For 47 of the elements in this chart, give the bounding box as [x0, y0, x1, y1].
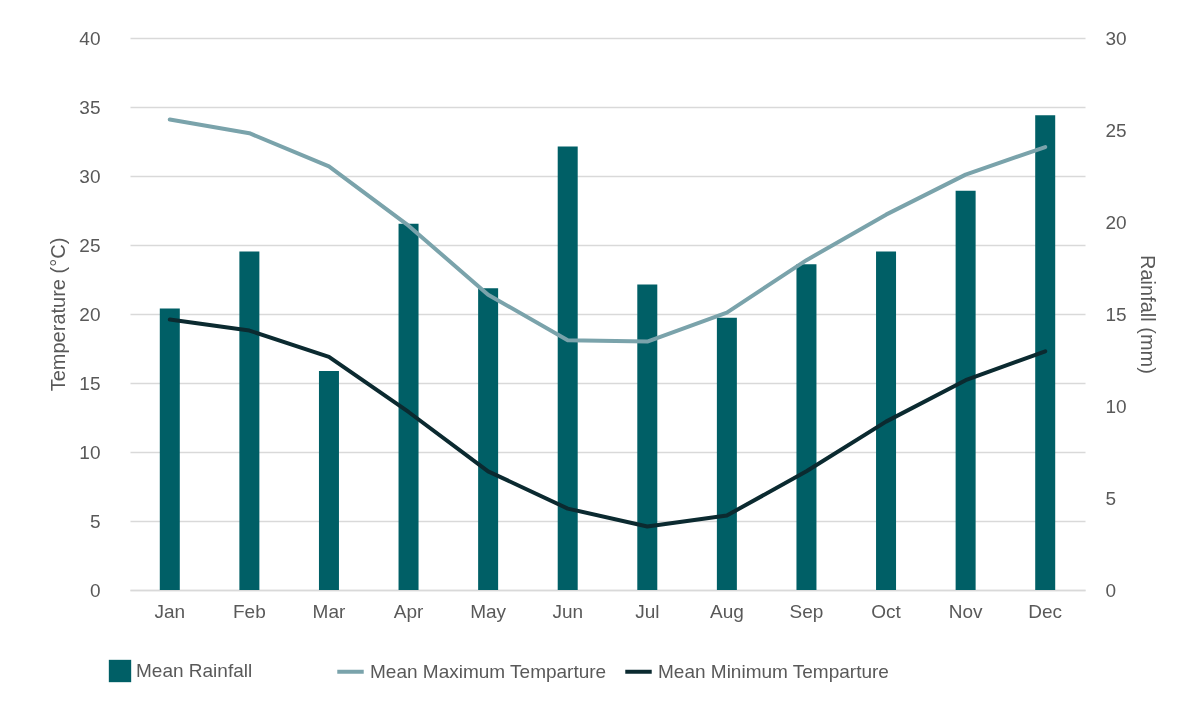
y2-tick-label: 25 — [1105, 119, 1127, 141]
x-tick-label: Jun — [552, 600, 584, 622]
x-tick-label: Apr — [393, 600, 424, 622]
bar — [478, 288, 499, 590]
y-tick-label: 30 — [79, 165, 101, 187]
x-tick-label: Jul — [635, 600, 660, 622]
bar — [876, 251, 897, 590]
y-tick-label: 20 — [79, 303, 101, 325]
y2-tick-label: 5 — [1105, 487, 1117, 509]
y-tick-label: 35 — [79, 96, 101, 118]
x-tick-label: Jan — [154, 600, 186, 622]
bar — [318, 371, 339, 590]
bar — [398, 223, 419, 590]
bar — [716, 317, 737, 590]
x-tick-label: Feb — [233, 600, 266, 622]
bar — [159, 308, 180, 590]
legend-label: Mean Maximum Temparture — [370, 660, 607, 682]
y-tick-label: 25 — [79, 234, 101, 256]
y-tick-label: 40 — [79, 27, 101, 49]
y2-tick-label: 15 — [1105, 303, 1127, 325]
bar — [796, 264, 817, 590]
bar — [1035, 115, 1056, 590]
y2-tick-label: 20 — [1105, 211, 1127, 233]
bar — [955, 190, 976, 590]
y2-tick-label: 30 — [1105, 27, 1127, 49]
line-series — [167, 317, 1048, 529]
y2-axis-title: Rainfall (mm) — [1136, 255, 1159, 374]
bar — [557, 146, 578, 590]
line-series — [167, 117, 1048, 344]
legend-label: Mean Rainfall — [136, 660, 253, 681]
bar — [637, 284, 658, 590]
x-tick-label: Mar — [312, 600, 346, 622]
y-tick-label: 15 — [79, 372, 101, 394]
x-tick-label: Aug — [709, 600, 744, 622]
x-tick-label: Oct — [871, 600, 902, 622]
y-tick-label: 0 — [89, 579, 101, 601]
x-tick-label: May — [470, 600, 507, 622]
y-axis-title: Temperature (°C) — [47, 237, 70, 392]
y-tick-label: 10 — [79, 441, 101, 463]
bar — [239, 251, 260, 590]
x-tick-label: Dec — [1028, 600, 1063, 622]
y-tick-label: 5 — [89, 510, 101, 532]
y2-tick-label: 0 — [1105, 579, 1117, 601]
y2-tick-label: 10 — [1105, 395, 1127, 417]
x-tick-label: Nov — [948, 600, 984, 622]
legend-label: Mean Minimum Temparture — [658, 660, 889, 682]
x-tick-label: Sep — [789, 600, 824, 622]
